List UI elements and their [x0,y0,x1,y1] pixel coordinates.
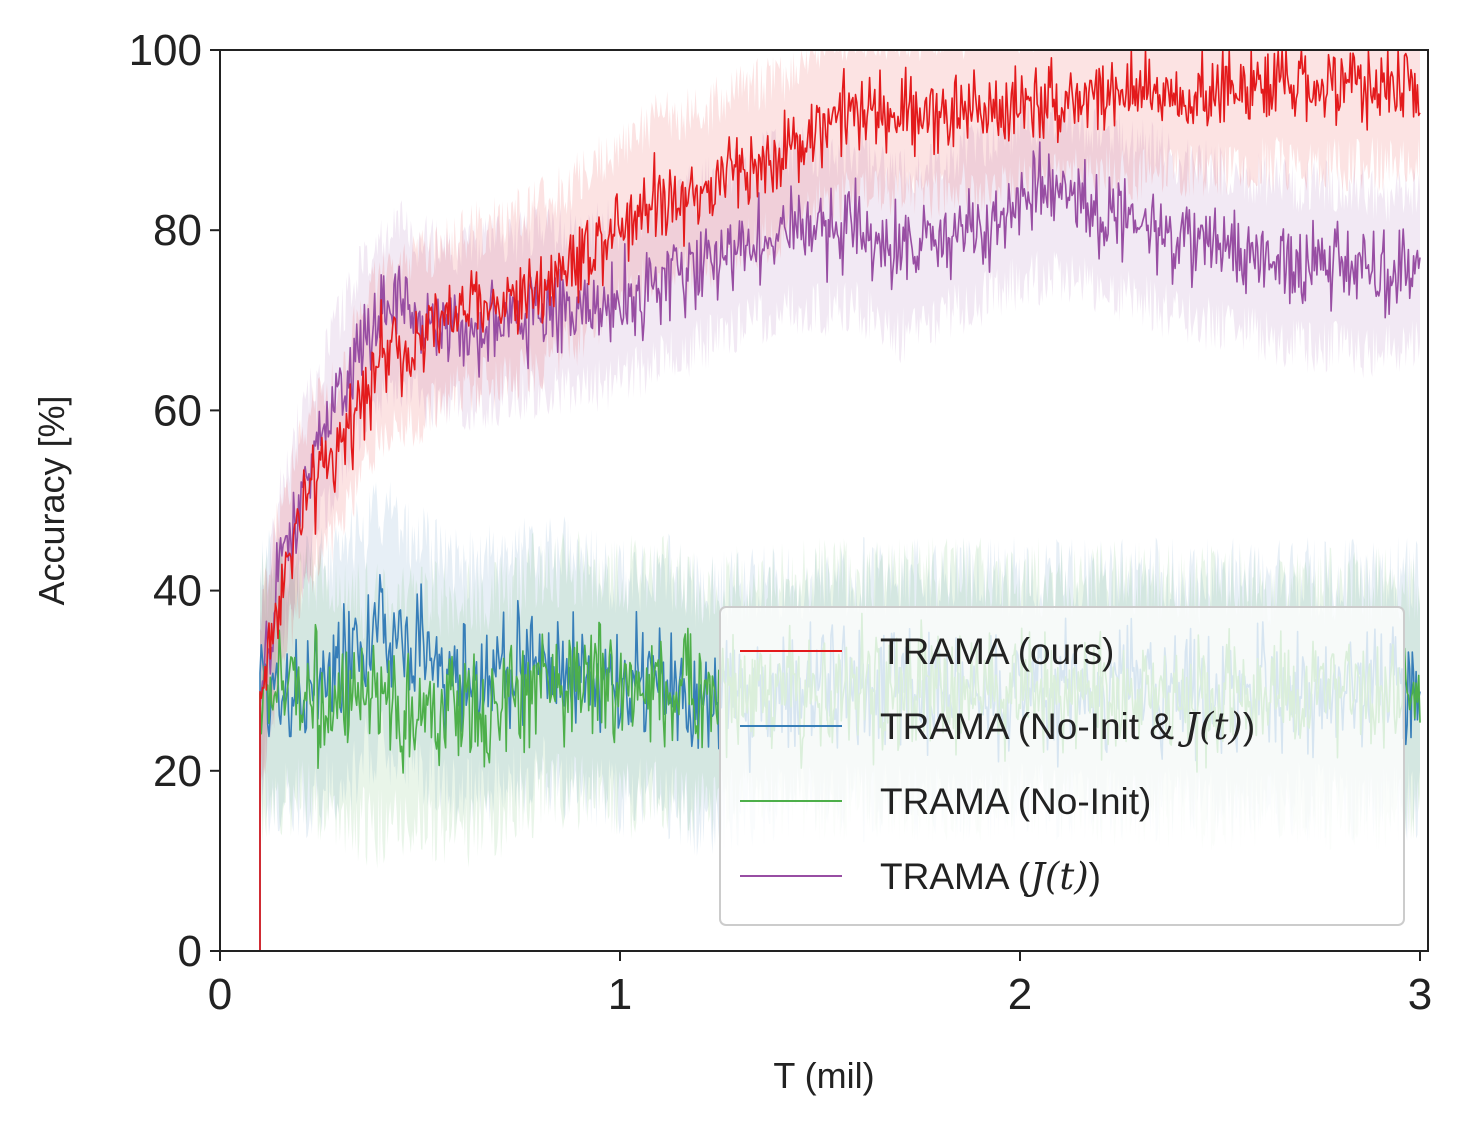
y-tick-label: 80 [153,206,202,255]
plot-frame [219,49,1429,952]
x-tick-label: 2 [1008,970,1032,1019]
legend-items: TRAMA (ours) TRAMA (No-Init & J(t)) TRAMA … [740,631,1255,898]
series-line [259,141,1421,951]
legend-box [719,606,1405,926]
y-tick-label: 0 [178,927,202,976]
y-axis-label: Accuracy [%] [31,395,72,605]
legend: TRAMA (ours) TRAMA (No-Init & J(t)) TRAMA … [719,606,1405,926]
legend-label: TRAMA (No-Init & J(t)) [880,705,1255,748]
legend-label: TRAMA (ours) [880,631,1114,672]
y-tick-label: 100 [129,26,202,75]
confidence-band [260,87,1420,806]
legend-label: TRAMA (No-Init) [880,781,1151,822]
x-axis-label: T (mil) [773,1055,874,1096]
y-tick-label: 20 [153,747,202,796]
confidence-band [260,50,1420,781]
y-tick-label: 40 [153,567,202,616]
x-tick-label: 0 [208,970,232,1019]
y-tick-label: 60 [153,386,202,435]
x-tick-label: 1 [608,970,632,1019]
series-line [259,49,1421,951]
axis-ticks: 0 1 2 3 0 20 40 60 80 100 [129,26,1433,1019]
x-tick-label: 3 [1408,970,1432,1019]
legend-label: TRAMA (J(t)) [880,855,1101,898]
